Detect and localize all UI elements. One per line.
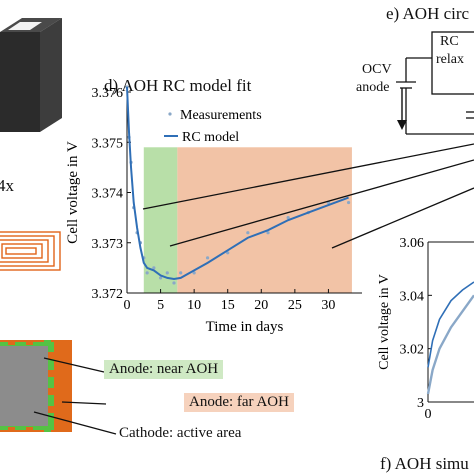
x-axis-label: Time in days [206, 319, 284, 335]
left-panel-graphics [0, 18, 117, 435]
measurement-point [165, 271, 169, 275]
y-axis-label: Cell voltage in V [65, 141, 81, 244]
circuit-ocv-label: OCV [362, 62, 392, 77]
legend-measurement-marker [168, 112, 172, 116]
label-anode-near: Anode: near AOH [104, 360, 224, 379]
count-label: 4x [0, 176, 14, 195]
y-tick-label: 3.373 [92, 237, 124, 252]
x-tick-label: 10 [187, 298, 201, 313]
label-cathode: Cathode: active area [119, 425, 242, 441]
legend: Measurements RC model [162, 102, 284, 146]
electrode-layout [0, 340, 72, 432]
f-y-tick-label: 3 [417, 396, 424, 411]
measurement-point [192, 271, 196, 275]
chart-d: 0 5 10 15 20 25 30 3.372 3.373 3.374 3.375 3.376 Tim… [65, 85, 362, 335]
f-y-axis-label: Cell voltage in V [377, 274, 392, 370]
f-y-tick-label: 3.04 [400, 289, 425, 304]
measurement-point [158, 276, 163, 280]
legend-measurements: Measurements [180, 108, 262, 123]
measurement-point [145, 271, 149, 275]
shaded-region-orange [177, 147, 352, 293]
circuit-diagram [396, 31, 474, 135]
shaded-region-green [143, 147, 178, 293]
panel-d-title: d) AOH RC model fit [104, 76, 252, 95]
measurement-point [246, 231, 250, 235]
y-tick-label: 3.376 [92, 86, 124, 101]
y-tick-label: 3.375 [92, 136, 124, 151]
measurement-point [226, 251, 230, 255]
x-tick-label: 30 [321, 298, 335, 313]
x-tick-label: 0 [124, 298, 131, 313]
panel-f-title: f) AOH simu [380, 454, 469, 473]
y-tick-label: 3.374 [92, 187, 124, 202]
chart-f: 3 3.02 3.04 3.06 0 Cell voltage in V [377, 236, 474, 422]
legend-box [162, 102, 284, 146]
y-tick-label: 3.372 [92, 287, 124, 302]
measurement-point [172, 281, 176, 285]
f-y-tick-label: 3.02 [400, 343, 425, 358]
measurement-point [152, 266, 156, 270]
f-series-line-2 [426, 294, 474, 395]
circuit-anode-label: anode [356, 80, 390, 95]
x-tick-label: 20 [254, 298, 268, 313]
x-tick-label: 25 [288, 298, 302, 313]
current-arrow-icon [397, 88, 407, 130]
legend-rc-model: RC model [182, 130, 239, 145]
f-series-line-1 [427, 281, 474, 368]
cell-block-3d [0, 18, 62, 132]
circuit-relax-label: relax [436, 52, 464, 67]
x-tick-label: 15 [221, 298, 235, 313]
pointer-lines [33, 357, 117, 435]
measurement-point [205, 256, 210, 260]
label-anode-far: Anode: far AOH [184, 393, 294, 412]
circuit-rc-label: RC [440, 34, 459, 49]
measurement-point [346, 200, 351, 205]
measurement-point [179, 271, 183, 275]
panel-e-title: e) AOH circ [386, 4, 470, 23]
x-tick-label: 5 [157, 298, 164, 313]
f-x-tick-label: 0 [425, 407, 432, 422]
f-y-tick-label: 3.06 [400, 236, 425, 251]
winding-icon [0, 231, 61, 271]
